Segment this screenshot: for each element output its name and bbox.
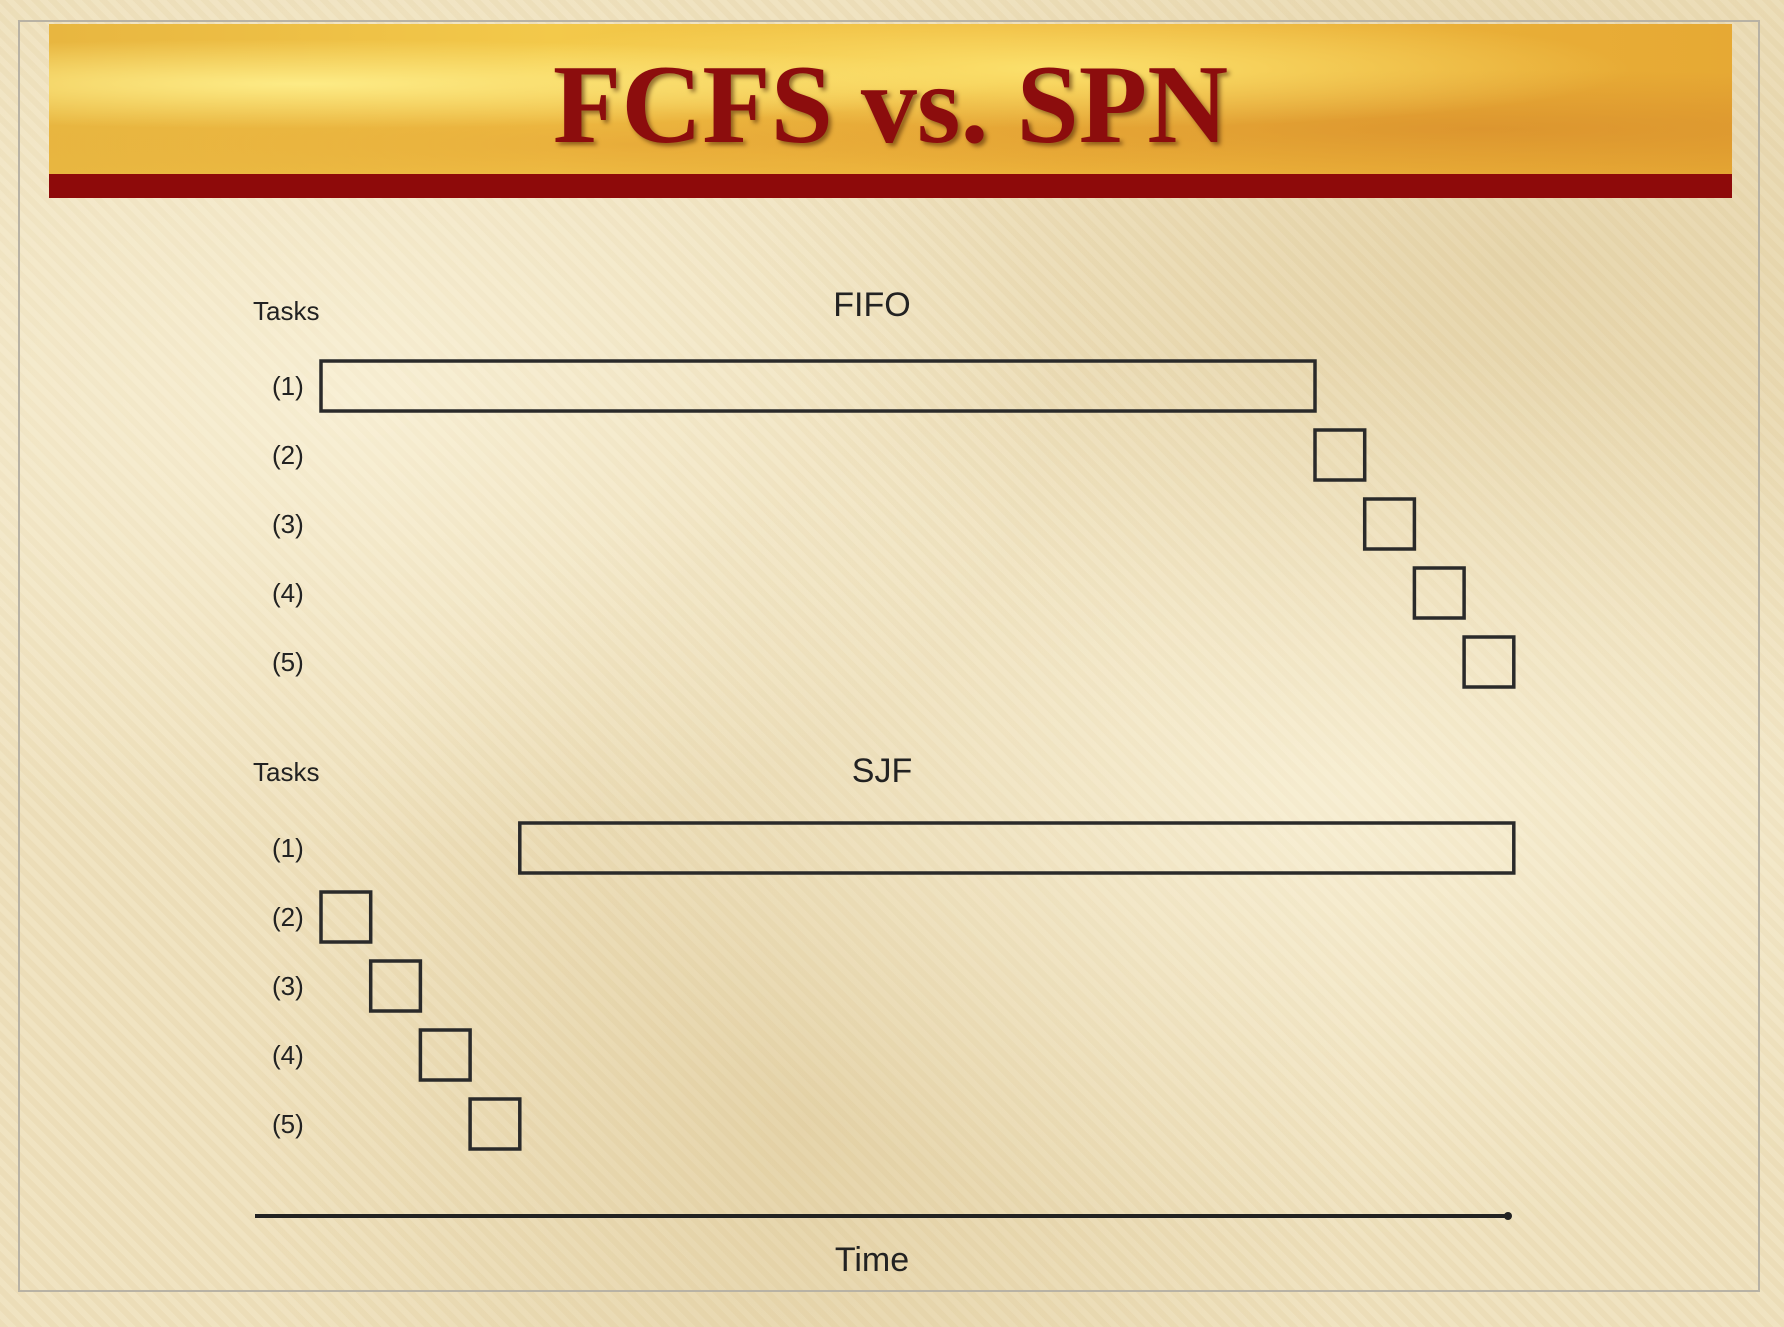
sjf-task-label-4: (4) bbox=[272, 1040, 304, 1070]
fifo-task-bar-3 bbox=[1362, 497, 1417, 551]
slide-frame bbox=[18, 20, 1760, 1292]
fifo-task-bar-5 bbox=[1462, 635, 1516, 689]
fifo-task-label-4: (4) bbox=[272, 578, 304, 608]
title-rule bbox=[49, 174, 1732, 198]
fifo-task-label-2: (2) bbox=[272, 440, 304, 470]
fifo-tasks-label: Tasks bbox=[253, 296, 319, 326]
slide-title: FCFS vs. SPN bbox=[552, 43, 1229, 167]
fifo-chart: Tasks FIFO (1) (2) (3) (4) (5) bbox=[253, 286, 1516, 689]
sjf-task-label-1: (1) bbox=[272, 833, 304, 863]
sjf-task-label-3: (3) bbox=[272, 971, 304, 1001]
sjf-task-bar-2 bbox=[319, 890, 373, 944]
fifo-task-label-5: (5) bbox=[272, 647, 304, 677]
time-axis-label: Time bbox=[835, 1241, 909, 1279]
time-axis: Time bbox=[255, 1212, 1512, 1279]
fifo-task-bar-4 bbox=[1412, 566, 1466, 620]
sjf-task-label-5: (5) bbox=[272, 1109, 304, 1139]
fifo-task-label-3: (3) bbox=[272, 509, 304, 539]
sjf-task-label-2: (2) bbox=[272, 902, 304, 932]
title-banner bbox=[49, 24, 1732, 174]
sjf-chart: Tasks SJF (1) (2) (3) (4) (5) bbox=[253, 752, 1516, 1151]
time-axis-arrowhead bbox=[1504, 1212, 1512, 1220]
fifo-task-bar-2 bbox=[1313, 428, 1367, 482]
sjf-task-bar-3 bbox=[368, 959, 423, 1013]
sjf-task-bar-4 bbox=[418, 1028, 472, 1082]
fifo-heading: FIFO bbox=[833, 286, 910, 324]
sjf-heading: SJF bbox=[852, 752, 912, 790]
sjf-tasks-label: Tasks bbox=[253, 757, 319, 787]
sjf-task-bar-1 bbox=[518, 821, 1516, 875]
fifo-task-label-1: (1) bbox=[272, 371, 304, 401]
sjf-task-bar-5 bbox=[468, 1097, 522, 1151]
fifo-task-bar-1 bbox=[319, 359, 1317, 413]
